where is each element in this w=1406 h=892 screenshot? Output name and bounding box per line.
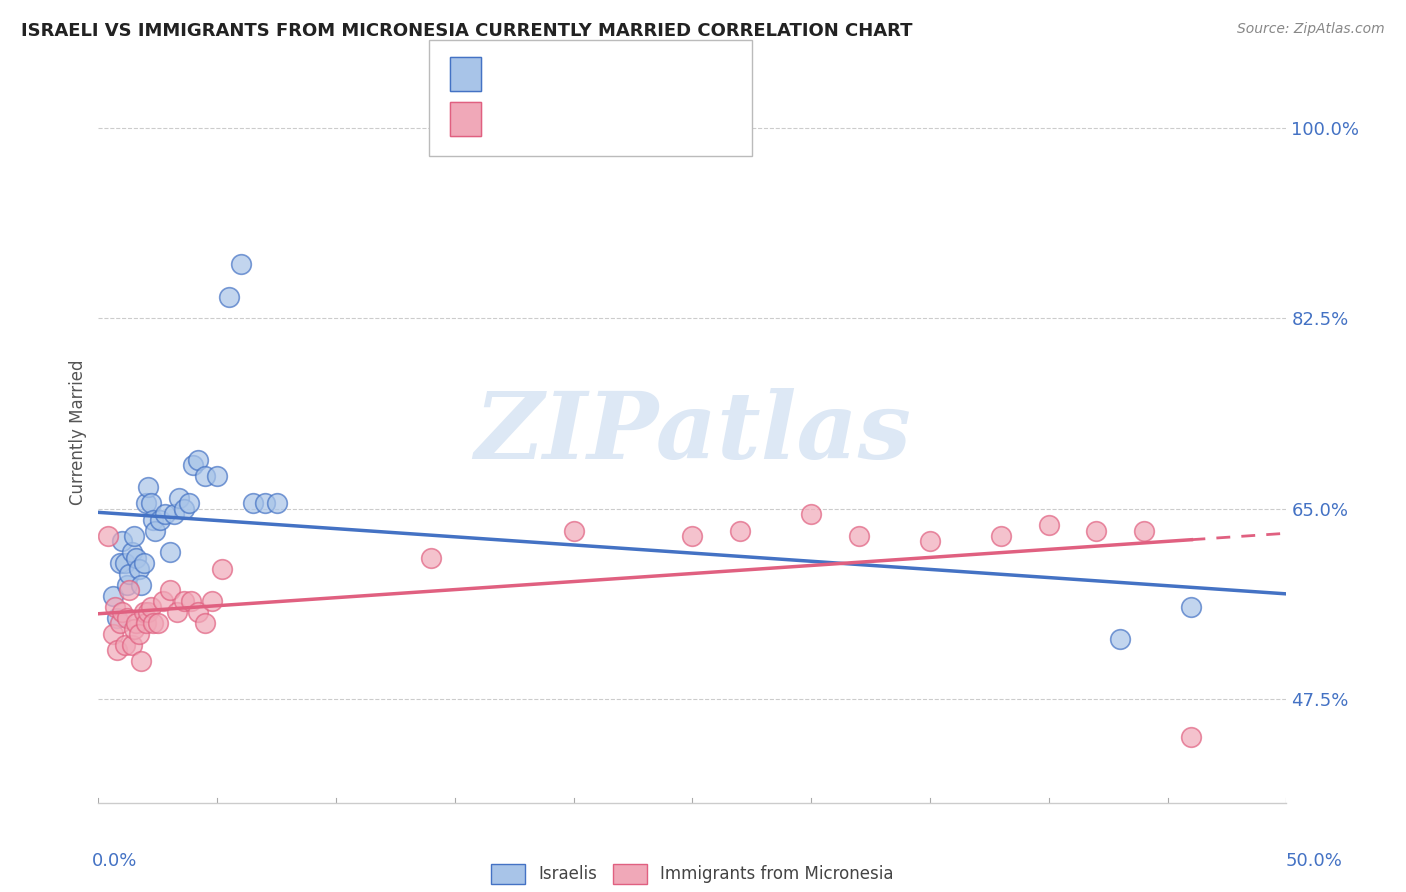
Point	[142, 513, 165, 527]
Point	[1180, 599, 1202, 614]
Point	[121, 545, 143, 559]
Point	[128, 627, 150, 641]
Text: R =: R =	[495, 103, 540, 120]
Point	[848, 529, 870, 543]
Point	[173, 594, 195, 608]
Point	[129, 578, 152, 592]
Point	[990, 529, 1012, 543]
Point	[173, 501, 195, 516]
Point	[114, 556, 136, 570]
Point	[163, 508, 186, 522]
Text: 41: 41	[617, 103, 643, 120]
Point	[242, 496, 264, 510]
Point	[128, 562, 150, 576]
Point	[107, 611, 129, 625]
Point	[187, 605, 209, 619]
Point	[108, 616, 131, 631]
Point	[728, 524, 751, 538]
Point	[183, 458, 205, 473]
Point	[194, 616, 217, 631]
Text: Source: ZipAtlas.com: Source: ZipAtlas.com	[1237, 22, 1385, 37]
Point	[159, 583, 181, 598]
Point	[1085, 524, 1108, 538]
Point	[125, 616, 148, 631]
Point	[187, 453, 209, 467]
Point	[153, 508, 176, 522]
Point	[253, 496, 276, 510]
Text: 0.0%: 0.0%	[91, 852, 136, 870]
Point	[211, 562, 233, 576]
Point	[101, 589, 124, 603]
Point	[1038, 518, 1060, 533]
Point	[142, 616, 165, 631]
Point	[800, 508, 823, 522]
Point	[266, 496, 288, 510]
Point	[139, 496, 162, 510]
Point	[145, 524, 167, 538]
Point	[167, 491, 190, 505]
Point	[562, 524, 585, 538]
Point	[104, 599, 127, 614]
Point	[139, 599, 162, 614]
Point	[149, 513, 172, 527]
Point	[920, 534, 942, 549]
Point	[122, 622, 145, 636]
Text: -0.115: -0.115	[534, 59, 599, 77]
Point	[115, 578, 138, 592]
Y-axis label: Currently Married: Currently Married	[69, 359, 87, 506]
Point	[229, 257, 252, 271]
Point	[146, 616, 169, 631]
Point	[136, 480, 159, 494]
Point	[115, 611, 138, 625]
Point	[177, 496, 200, 510]
Point	[118, 583, 141, 598]
Point	[218, 289, 240, 303]
Point	[1133, 524, 1156, 538]
Point	[132, 605, 155, 619]
Point	[201, 594, 224, 608]
Point	[207, 469, 229, 483]
Point	[136, 605, 159, 619]
Point	[180, 594, 202, 608]
Text: N =: N =	[585, 59, 637, 77]
Text: 50.0%: 50.0%	[1286, 852, 1343, 870]
Point	[122, 529, 145, 543]
Text: 36: 36	[617, 59, 643, 77]
Point	[1109, 632, 1132, 647]
Point	[125, 550, 148, 565]
Point	[121, 638, 143, 652]
Point	[107, 643, 129, 657]
Point	[166, 605, 188, 619]
Point	[420, 550, 443, 565]
Point	[159, 545, 181, 559]
Text: N =: N =	[585, 103, 637, 120]
Point	[681, 529, 703, 543]
Point	[101, 627, 124, 641]
Point	[129, 654, 152, 668]
Text: R =: R =	[495, 59, 534, 77]
Point	[118, 567, 141, 582]
Point	[111, 605, 134, 619]
Point	[132, 556, 155, 570]
Point	[114, 638, 136, 652]
Text: ISRAELI VS IMMIGRANTS FROM MICRONESIA CURRENTLY MARRIED CORRELATION CHART: ISRAELI VS IMMIGRANTS FROM MICRONESIA CU…	[21, 22, 912, 40]
Text: ZIPatlas: ZIPatlas	[474, 388, 911, 477]
Point	[135, 496, 157, 510]
Point	[135, 616, 157, 631]
Point	[111, 534, 134, 549]
Point	[194, 469, 217, 483]
Legend: Israelis, Immigrants from Micronesia: Israelis, Immigrants from Micronesia	[485, 857, 900, 891]
Text: 0.231: 0.231	[534, 103, 591, 120]
Point	[97, 529, 120, 543]
Point	[108, 556, 131, 570]
Point	[1180, 731, 1202, 745]
Point	[152, 594, 174, 608]
